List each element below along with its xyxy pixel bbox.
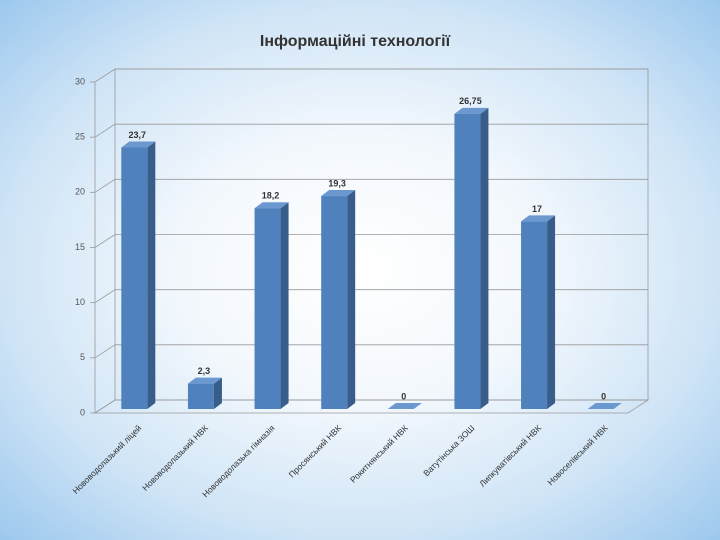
bar-side [480,107,489,409]
bar-top [187,377,222,384]
x-tick-label: Липкуватівський НВК [477,423,543,489]
bar [121,147,148,409]
y-tick-label: 20 [75,187,85,197]
bar-top [521,215,556,222]
floor [93,399,650,414]
bar-side [280,202,289,409]
data-label: 18,2 [262,191,280,201]
bar-top [121,141,156,148]
chart-title: Інформаційні технології [260,33,451,50]
bar [187,383,214,409]
x-tick-label: Рокитнянський НВК [348,423,410,485]
y-tick-label: 30 [75,76,85,86]
data-label: 19,3 [328,178,346,188]
x-tick-label: Ватутінська ЗОШ [421,423,476,478]
y-tick-label: 15 [75,242,85,252]
x-tick-label: Новоселівський НВК [545,423,609,487]
x-tick-label: Нововодолазький ліцей [70,423,143,496]
y-tick-label: 10 [75,297,85,307]
grid-line [94,399,648,414]
bar-top [454,107,489,114]
bar-side [347,190,356,409]
bar-side [147,141,156,409]
data-label: 2,3 [198,366,211,376]
grid-line [94,344,648,359]
bar [321,196,348,409]
bar [254,208,281,409]
bar-top [321,190,356,197]
y-tick-label: 0 [80,407,85,417]
y-tick-label: 25 [75,132,85,142]
data-label: 23,7 [129,130,147,140]
bar [521,221,548,409]
bar-top [254,202,289,209]
x-tick-label: Нововодолазький НВК [140,423,210,493]
bar-top [587,403,622,409]
data-label: 17 [532,204,542,214]
grid-line [94,289,648,304]
x-tick-label: Просянський НВК [287,423,344,480]
data-label: 26,75 [459,96,482,106]
data-label: 0 [401,391,406,401]
bar-side [547,215,556,409]
data-label: 0 [601,391,606,401]
y-tick-label: 5 [80,352,85,362]
grid-line [94,123,648,138]
grid-line [94,68,648,83]
bar-top [387,403,422,409]
grid-line [94,234,648,248]
bar [454,113,481,409]
bar-side [213,377,222,409]
grid-line [94,178,648,193]
x-tick-label: Нововодолазька гімназія [200,423,277,500]
